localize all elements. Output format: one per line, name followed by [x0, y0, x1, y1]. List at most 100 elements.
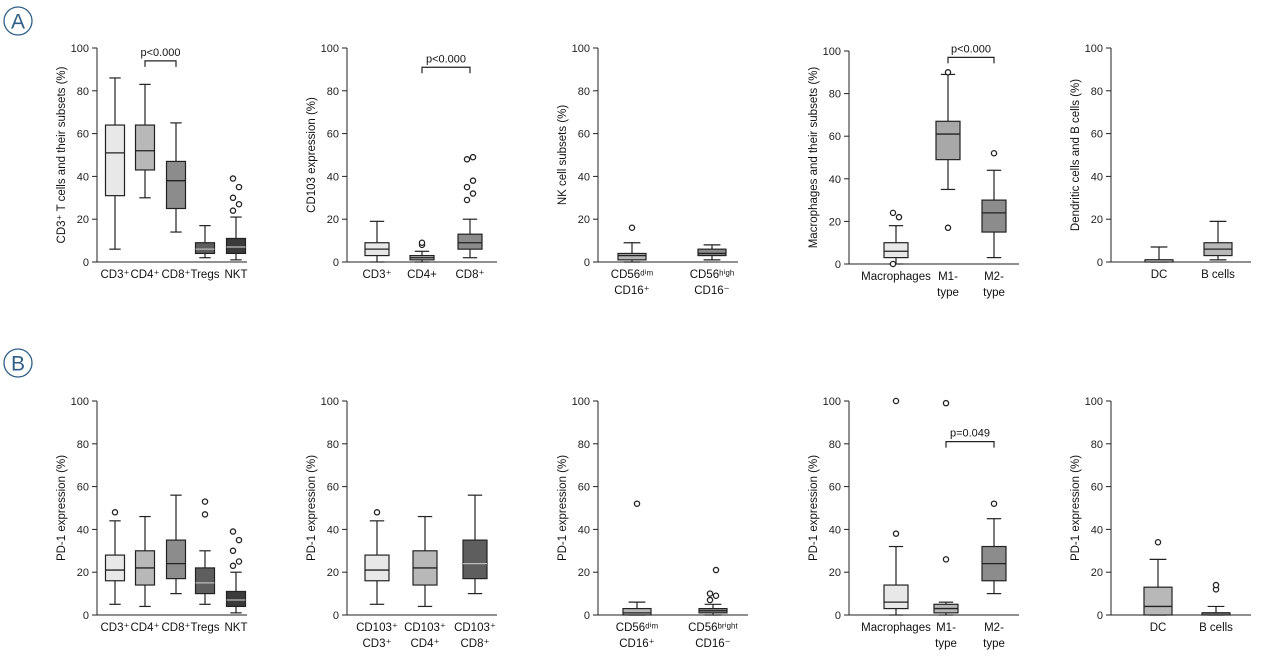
p-value-label: p<0.000	[426, 53, 466, 65]
category-label: type	[937, 287, 959, 299]
box-iqr	[622, 607, 652, 616]
category-label: M2-	[984, 622, 1004, 634]
box-iqr	[194, 567, 216, 595]
y-tick-label: 80	[578, 86, 590, 98]
y-tick-label: 100	[823, 396, 841, 408]
category-label: CD4⁺	[130, 622, 159, 634]
y-axis-title: PD-1 expression (%)	[56, 455, 68, 561]
y-tick-label: 80	[578, 439, 590, 451]
y-tick-label: 0	[835, 610, 841, 622]
y-tick-label: 80	[829, 439, 841, 451]
category-label: CD103⁺	[454, 622, 496, 634]
y-tick-label: 40	[829, 174, 841, 186]
significance-bracket: p<0.000	[140, 47, 181, 67]
category-label: CD56ᵈⁱᵐ	[611, 268, 653, 281]
y-axis-title: PD-1 expression (%)	[306, 455, 318, 561]
outlier-point	[229, 528, 237, 535]
y-tick-label: 40	[327, 171, 339, 183]
box-iqr	[1143, 586, 1173, 616]
chart-6: 0 20 40 60 80 100 PD-1 expression (%) CD3⁺ CD4⁺ C…	[56, 396, 248, 634]
box-1	[364, 220, 390, 263]
outlier-point	[889, 260, 897, 268]
outlier-point	[235, 183, 243, 191]
box-2	[935, 69, 961, 232]
box-3	[165, 122, 187, 233]
box-3	[981, 149, 1007, 259]
box-3	[981, 500, 1007, 595]
category-label: CD8⁺	[161, 269, 190, 281]
y-tick-label: 20	[77, 214, 89, 226]
y-tick-label: 20	[829, 567, 841, 579]
y-tick-label: 0	[83, 610, 89, 622]
outlier-point	[712, 592, 720, 599]
outlier-point	[235, 536, 243, 544]
box-1	[622, 500, 652, 616]
y-tick-label: 60	[327, 482, 339, 494]
outlier-point	[235, 200, 243, 208]
box-1	[104, 509, 126, 605]
box-1	[883, 209, 909, 268]
panel-label-b-text: B	[11, 353, 25, 376]
box-5	[225, 175, 247, 261]
category-label: CD103⁺	[356, 622, 398, 634]
category-label: CD4+	[407, 269, 437, 281]
category-label: Macrophages	[861, 271, 931, 283]
category-label: CD4⁺	[130, 269, 159, 281]
y-tick-label: 0	[584, 610, 590, 622]
y-tick-label: 100	[321, 43, 339, 55]
category-label: Tregs	[191, 622, 220, 634]
category-label: CD103⁺	[404, 622, 446, 634]
bracket-line	[421, 66, 471, 74]
outlier-point	[229, 562, 237, 570]
box-4	[194, 498, 216, 605]
category-label: NKT	[225, 269, 248, 281]
box-2	[134, 83, 156, 199]
outlier-point	[944, 224, 952, 232]
y-axis-title: Dendritic cells and B cells (%)	[1070, 79, 1082, 231]
box-2	[933, 399, 959, 616]
y-axis-title: PD-1 expression (%)	[808, 455, 820, 561]
y-tick-label: 80	[77, 439, 89, 451]
category-label: CD56ᵈⁱᵐ	[616, 621, 658, 634]
y-tick-label: 40	[327, 524, 339, 536]
y-tick-label: 100	[1085, 396, 1103, 408]
outlier-point	[633, 500, 641, 507]
p-value-label: p=0.049	[950, 428, 990, 440]
y-tick-label: 100	[71, 43, 89, 55]
y-axis-title: CD103 expression (%)	[306, 97, 318, 213]
outlier-point	[201, 511, 209, 518]
y-tick-label: 0	[83, 257, 89, 269]
category-label: M1-	[938, 271, 958, 283]
box-iqr	[104, 124, 126, 197]
box-2	[1203, 220, 1233, 261]
y-axis-title: Macrophages and their subsets (%)	[808, 67, 820, 249]
category-label: CD4⁺	[410, 638, 439, 650]
box-iqr	[935, 120, 961, 161]
y-tick-label: 20	[578, 214, 590, 226]
category-label: CD8⁺	[455, 269, 484, 281]
category-label: type	[983, 287, 1005, 299]
box-3	[165, 494, 187, 595]
chart-3: 0 20 40 60 80 100 NK cell subsets (%) CD56ᵈⁱᵐ CD…	[557, 43, 738, 297]
panel-label-a: A	[3, 6, 33, 36]
outlier-point	[111, 509, 119, 516]
y-tick-label: 80	[77, 86, 89, 98]
box-2	[134, 515, 156, 608]
box-3	[462, 494, 488, 595]
outlier-point	[942, 556, 950, 563]
category-label: CD8⁺	[161, 622, 190, 634]
y-tick-label: 60	[327, 129, 339, 141]
chart-8: 0 20 40 60 80 100 PD-1 expression (%) CD56ᵈⁱᵐ CD…	[557, 396, 748, 650]
category-label: Tregs	[191, 269, 220, 281]
outlier-point	[712, 566, 720, 574]
category-label: B cells	[1199, 622, 1233, 634]
outlier-point	[889, 209, 897, 217]
outlier-point	[944, 69, 952, 76]
category-label: Macrophages	[861, 622, 931, 634]
y-tick-label: 40	[578, 524, 590, 536]
chart-7: 0 20 40 60 80 100 PD-1 expression (%) CD103⁺ CD3…	[306, 396, 497, 650]
y-tick-label: 60	[77, 482, 89, 494]
box-iqr	[981, 199, 1007, 233]
